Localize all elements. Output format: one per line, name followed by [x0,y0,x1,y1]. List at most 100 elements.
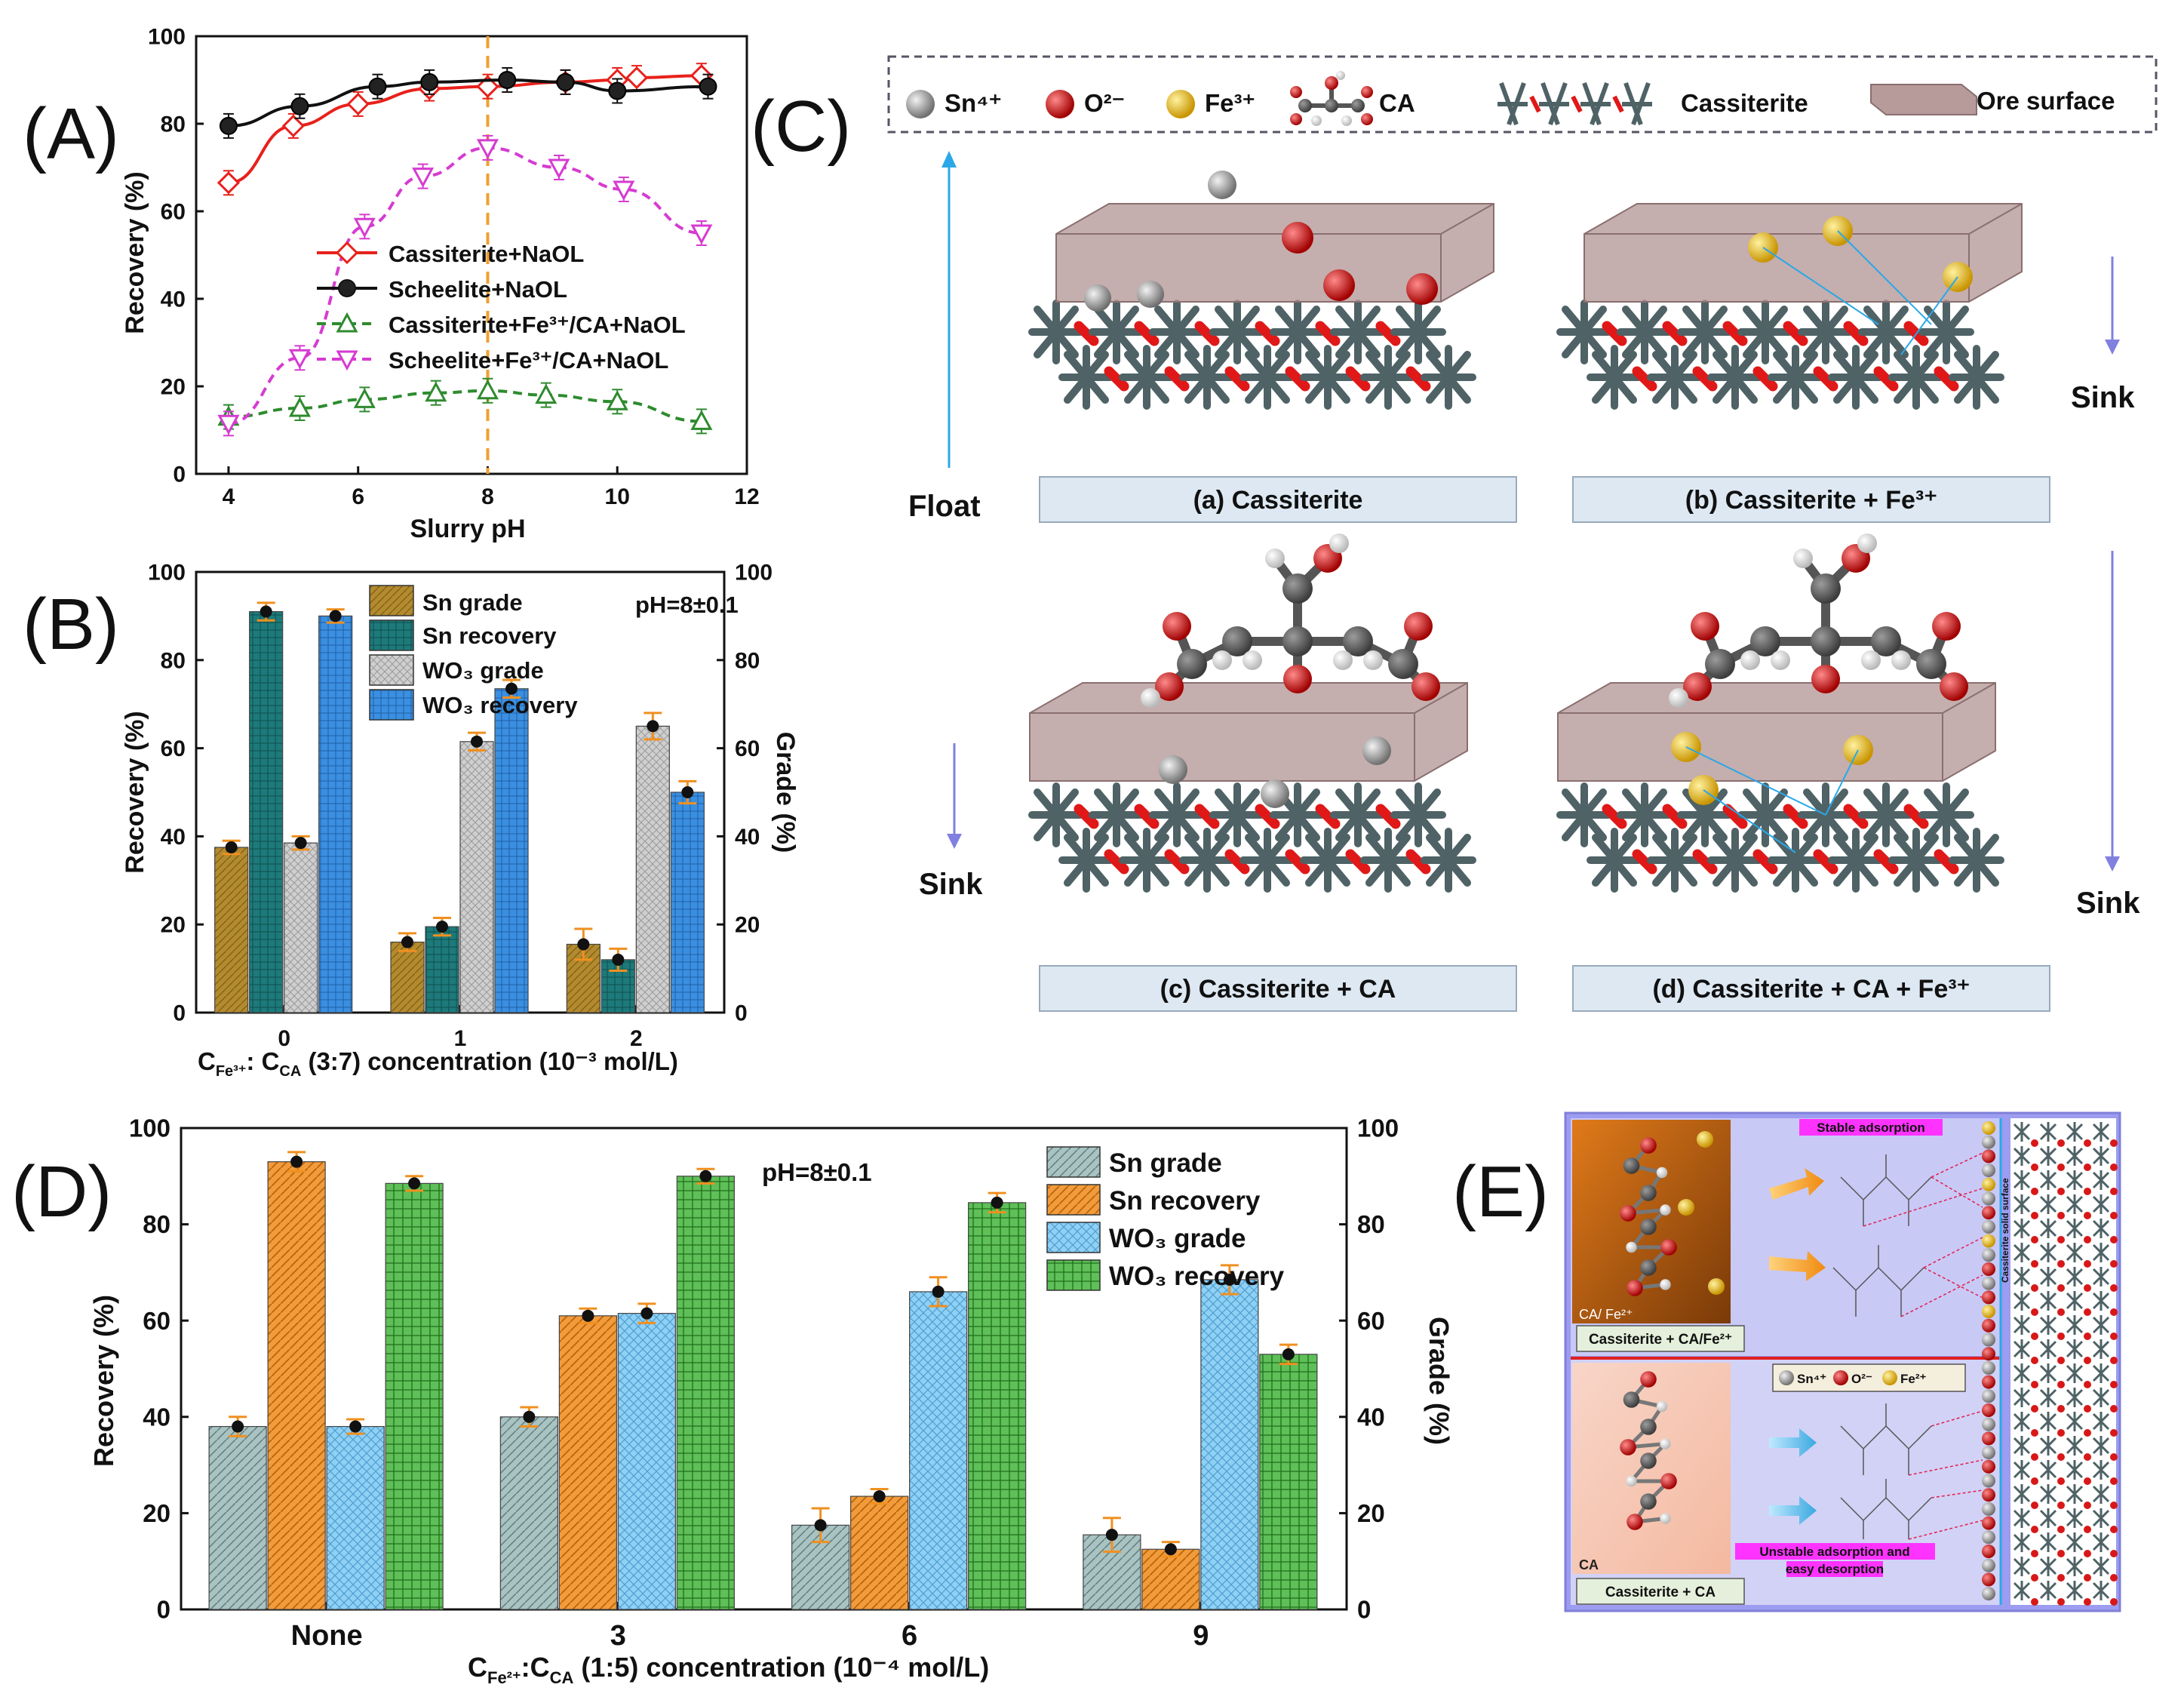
hydrogen-atom [1243,650,1262,670]
atom [1660,1279,1671,1290]
lattice-atom [2092,1243,2110,1262]
caption-e-top: Cassiterite + CA/Fe²⁺ [1576,1325,1745,1352]
x-tick-label: 12 [734,484,759,509]
surface-ion [1982,1474,1995,1488]
atom [1626,1280,1643,1296]
adsorption-arrow-1 [1769,1168,1824,1200]
panel-d-ylabel-right: Grade (%) [1424,1317,1454,1445]
y-tick-label-right: 40 [735,825,760,850]
surface-ion [1982,1417,1995,1431]
crystal-bond [1270,782,1325,847]
lattice-oxygen [2031,1236,2038,1243]
surface-ion [1982,1135,1995,1149]
oxygen-ion [1323,269,1355,301]
lattice-oxygen [2084,1212,2091,1219]
stable-adsorption-label: Stable adsorption [1817,1120,1925,1135]
lattice-atom [2039,1581,2057,1600]
surface-ion [1982,1290,1995,1305]
crystal-unit [1587,828,1657,893]
data-point [556,72,575,91]
crystal-bond [1828,345,1884,410]
lattice-oxygen [2057,1212,2065,1219]
lattice-oxygen [2057,1550,2065,1557]
data-point [219,116,238,135]
caption-c: (c) Cassiterite + CA [1039,965,1517,1012]
carbon-atom [1750,626,1780,656]
data-point [476,139,499,160]
oxygen-bond [1602,321,1627,346]
hydrogen-atom [1363,650,1383,670]
panel-b-label: (B) [23,584,119,665]
crystal-bond [1677,300,1733,364]
lattice-oxygen [2084,1333,2091,1340]
mean-point [1105,1529,1118,1542]
crystal-unit [1149,782,1220,847]
oxygen-ion [1282,222,1313,254]
ca-structure-stable [1832,1154,1932,1317]
lattice-atom [2039,1388,2057,1407]
lattice-atom [2039,1484,2057,1504]
crystal-bond [1949,345,2004,410]
crystal-bond [1556,782,1612,847]
lattice-atom [2066,1219,2084,1238]
lattice-atom [2013,1484,2031,1504]
panel-d-annotation: pH=8±0.1 [762,1158,872,1186]
y-tick-label: 0 [157,1596,170,1624]
legend-label: Scheelite+NaOL [389,276,567,303]
y-tick-label-right: 60 [735,736,760,761]
crystal-bond [1647,828,1703,893]
oxygen-bond [1903,804,1929,829]
coordination-line [1762,230,1958,355]
lattice-atom [2039,1315,2057,1335]
legend-label: WO₃ grade [1109,1224,1246,1253]
legend-sn: Sn⁴⁺ [1797,1372,1826,1386]
caption-e-top-text: Cassiterite + CA/Fe²⁺ [1589,1332,1732,1348]
data-point [353,217,376,238]
crystal-bond [1179,828,1235,893]
y-tick-label: 40 [161,825,186,850]
data-point [699,77,717,96]
oxygen-bond [1752,849,1778,875]
coordination-line [1685,746,1859,853]
lattice-oxygen [2057,1453,2065,1461]
surface-ion [1982,1177,1995,1191]
lattice-atom [2013,1339,2031,1359]
oxygen-bond [1783,804,1808,829]
oxygen-bond [1632,366,1657,392]
ore-surface-d-edge [1558,682,1996,781]
crystal-a [1028,300,1476,410]
iron-ion [1678,1199,1694,1216]
y-tick-label: 80 [161,112,186,137]
lattice-atom [2013,1146,2031,1166]
legend-item-cassiterite-naol: Cassiterite+NaOL [317,241,584,267]
xlabel-sub-fe: Fe³⁺ [216,1063,247,1080]
panel-e-label: (E) [1452,1151,1549,1232]
crystal-b [1556,300,2004,410]
lattice-oxygen [2057,1333,2065,1340]
lattice-atom [2039,1436,2057,1456]
lattice-oxygen [2084,1526,2091,1533]
surface-ion [1982,1502,1995,1516]
data-point [288,396,311,417]
lattice-atom [2039,1243,2057,1262]
lattice-atom [2039,1363,2057,1383]
crystal-bond [1768,828,1823,893]
crystal-unit [1330,300,1401,364]
ore-surface-d [1557,682,1996,782]
lattice-oxygen [2057,1260,2065,1268]
data-point [281,114,305,138]
unstable-adsorption-label-2: easy desorption [1786,1562,1884,1576]
data-point [535,383,558,404]
crystal-bond [1360,828,1416,893]
lattice-oxygen [2031,1477,2038,1485]
oxygen-bond [1285,366,1310,392]
lattice-atom [2066,1532,2084,1552]
atom [1626,1241,1637,1253]
lattice-oxygen [2110,1477,2118,1485]
data-point [368,77,387,96]
hydrogen-atom [1669,688,1688,708]
crystal-bond [1587,828,1642,893]
y-tick-label: 20 [143,1499,170,1527]
mean-point [647,720,659,733]
lattice-atom [2092,1291,2110,1311]
